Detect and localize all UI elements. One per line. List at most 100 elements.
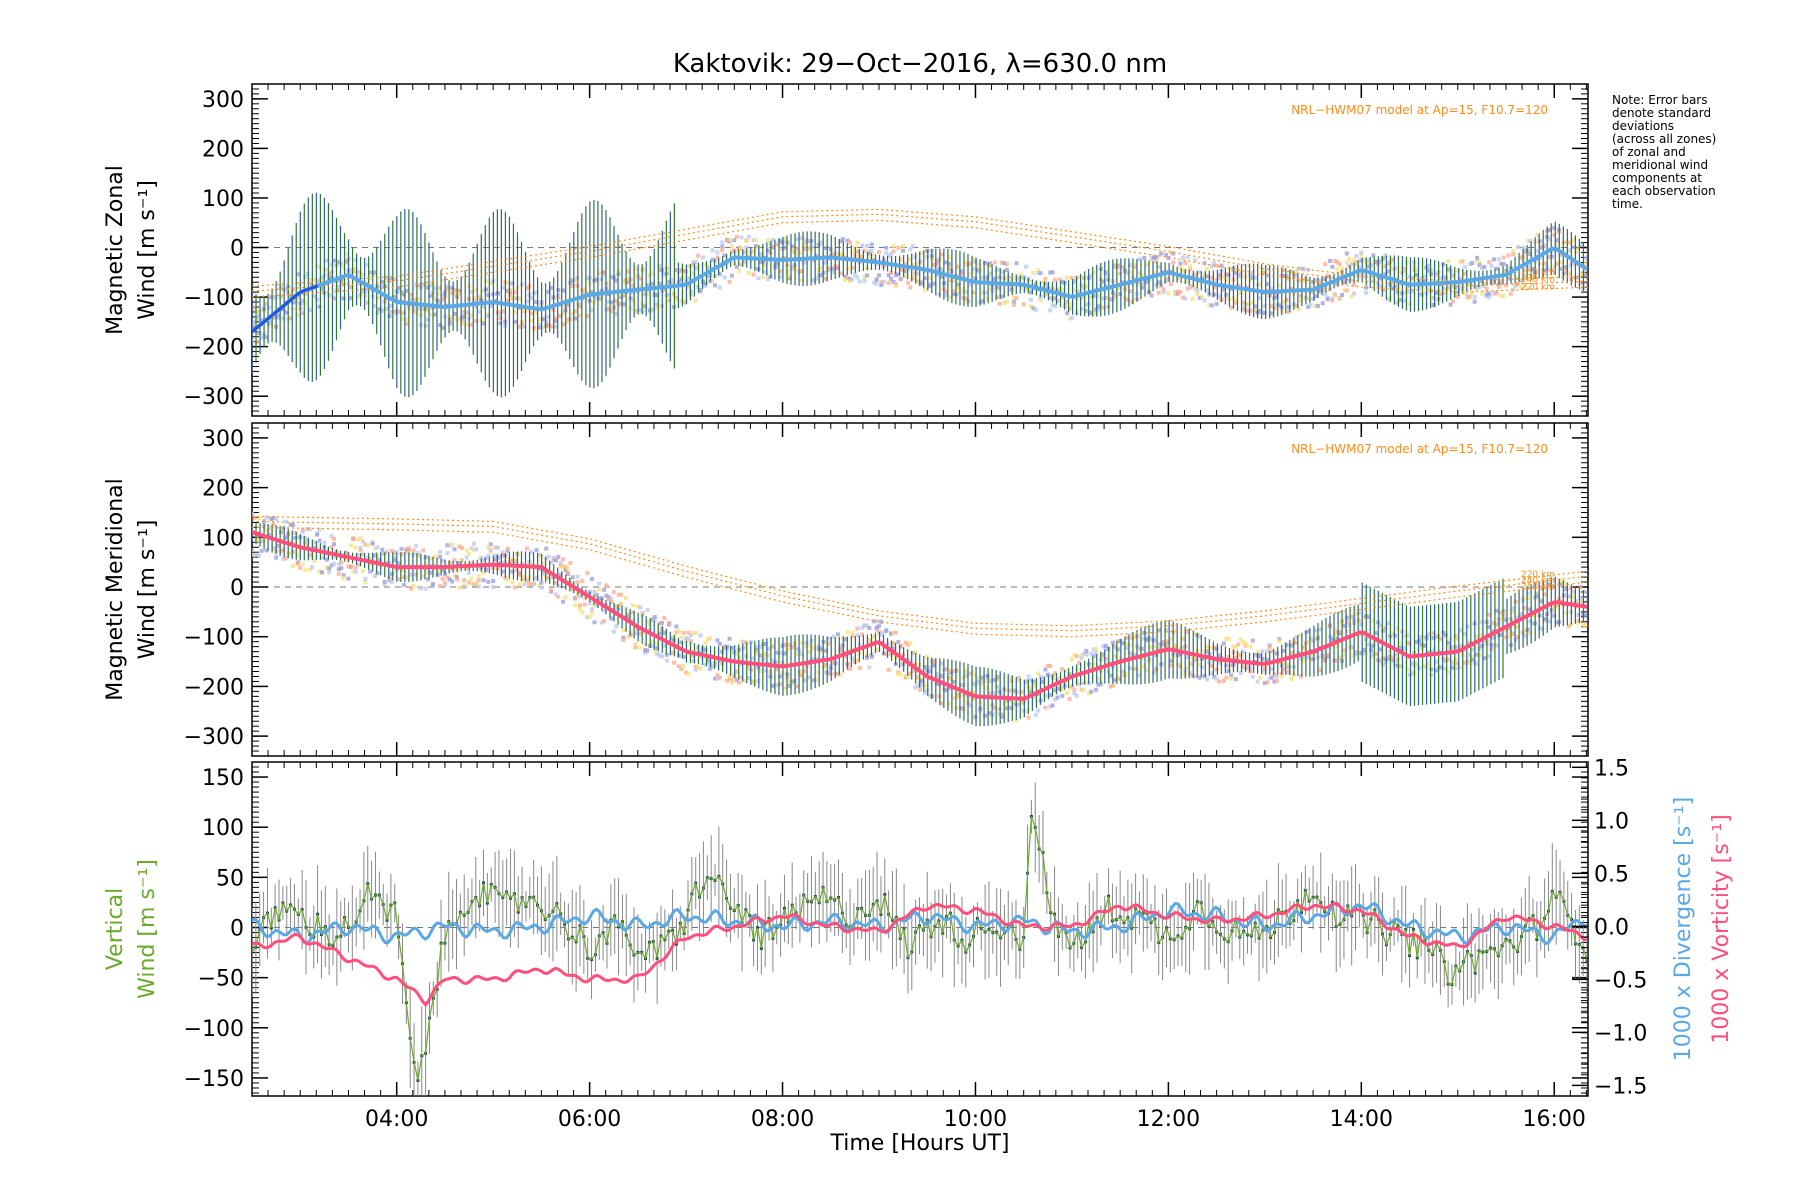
zone-point (889, 251, 894, 256)
zone-point (365, 300, 370, 305)
zone-point (995, 295, 1000, 300)
zone-point (1012, 295, 1017, 300)
zone-point (1144, 278, 1149, 283)
zone-point (1491, 291, 1496, 296)
zone-point (1171, 260, 1176, 265)
zone-point (992, 678, 997, 683)
zone-point (1094, 307, 1099, 312)
zone-point (1465, 659, 1470, 664)
zone-point (710, 664, 715, 669)
zone-point (741, 259, 746, 264)
zone-point (669, 278, 674, 283)
zone-point (1161, 642, 1166, 647)
zone-point (631, 610, 636, 615)
zone-point (1137, 646, 1142, 651)
zone-point (790, 645, 795, 650)
zone-point (404, 321, 409, 326)
zone-point (1173, 643, 1178, 648)
zone-point (1091, 662, 1096, 667)
zone-point (1455, 661, 1460, 666)
zone-point (922, 276, 927, 281)
zone-point (1245, 665, 1250, 670)
zone-point (877, 250, 882, 255)
zone-point (1320, 301, 1325, 306)
zone-point (968, 671, 973, 676)
zone-point (421, 573, 426, 578)
zone-point (1354, 651, 1359, 656)
zone-point (958, 290, 963, 295)
zone-point (1036, 671, 1041, 676)
zone-point (1547, 255, 1552, 260)
zone-point (843, 277, 848, 282)
zone-point (896, 671, 901, 676)
zone-point (766, 238, 771, 243)
zone-point (1530, 621, 1535, 626)
zone-point (691, 659, 696, 664)
zone-point (452, 547, 457, 552)
zone-point (387, 278, 392, 283)
zone-point (1132, 262, 1137, 267)
zone-point (763, 269, 768, 274)
zone-point (331, 561, 336, 566)
zone-point (1236, 642, 1241, 647)
zone-point (1231, 644, 1236, 649)
zone-point (474, 582, 479, 587)
zone-point (553, 592, 558, 597)
zone-point (855, 626, 860, 631)
zone-point (319, 286, 324, 291)
zone-point (1079, 296, 1084, 301)
zone-point (397, 309, 402, 314)
zone-point (1156, 647, 1161, 652)
zone-point (1299, 293, 1304, 298)
zone-point (932, 262, 937, 267)
zone-point (778, 238, 783, 243)
zone-point (631, 298, 636, 303)
zone-point (1101, 653, 1106, 658)
zone-point (454, 575, 459, 580)
zone-point (1130, 275, 1135, 280)
note-line: meridional wind (1612, 158, 1708, 172)
zone-point (1306, 655, 1311, 660)
model-label: NRL−HWM07 model at Ap=15, F10.7=120 (1291, 103, 1548, 117)
zone-point (1067, 685, 1072, 690)
zone-point (1212, 292, 1217, 297)
zone-point (481, 558, 486, 563)
zone-point (481, 570, 486, 575)
zone-point (860, 625, 865, 630)
zone-point (686, 671, 691, 676)
zone-point (1323, 658, 1328, 663)
zone-point (257, 309, 262, 314)
zone-point (590, 308, 595, 313)
zone-point (934, 272, 939, 277)
zone-point (751, 272, 756, 277)
zone-point (621, 635, 626, 640)
zone-point (512, 558, 517, 563)
zone-point (450, 542, 455, 547)
zone-point (758, 645, 763, 650)
zone-point (1294, 303, 1299, 308)
zone-point (903, 274, 908, 279)
zone-point (1364, 285, 1369, 290)
zone-point (257, 331, 262, 336)
zone-point (368, 561, 373, 566)
zone-point (987, 691, 992, 696)
zone-point (524, 286, 529, 291)
zone-point (1233, 677, 1238, 682)
zone-point (908, 659, 913, 664)
zone-point (1132, 634, 1137, 639)
zone-point (1383, 272, 1388, 277)
zone-point (1397, 664, 1402, 669)
zone-point (266, 305, 271, 310)
zone-point (1378, 623, 1383, 628)
zone-point (1142, 636, 1147, 641)
zone-point (980, 290, 985, 295)
zone-point (867, 256, 872, 261)
zone-point (884, 628, 889, 633)
zone-point (807, 675, 812, 680)
zone-point (421, 548, 426, 553)
zone-point (1033, 283, 1038, 288)
zone-point (717, 285, 722, 290)
zone-point (1241, 300, 1246, 305)
zone-point (1168, 663, 1173, 668)
zone-point (392, 295, 397, 300)
